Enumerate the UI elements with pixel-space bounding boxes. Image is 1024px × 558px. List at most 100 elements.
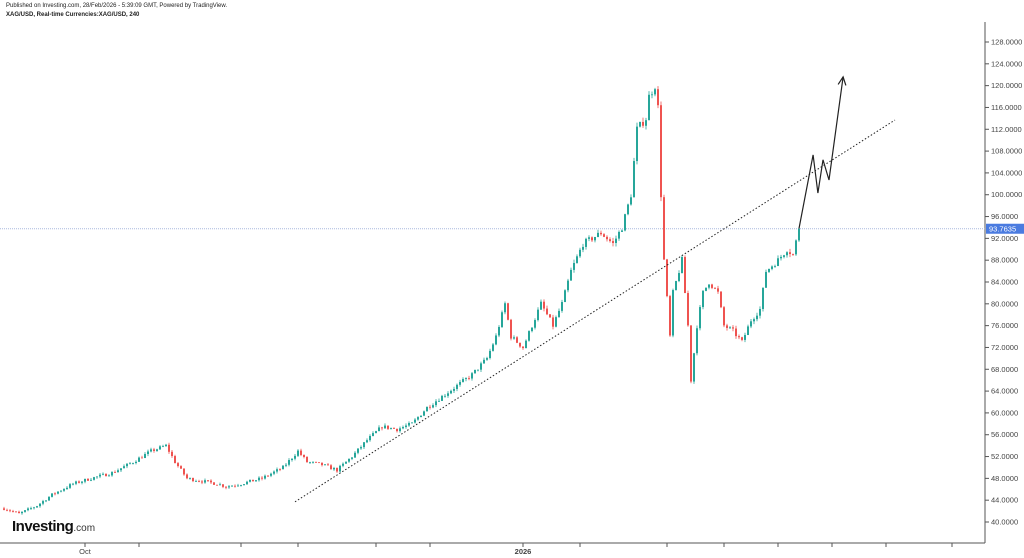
candle-body xyxy=(27,508,29,511)
candle-body xyxy=(747,326,749,336)
candle-body xyxy=(282,465,284,470)
candle-body xyxy=(489,350,491,359)
candle-body xyxy=(324,464,326,466)
candle-body xyxy=(564,290,566,303)
candle-body xyxy=(444,395,446,397)
y-tick-label: 48.0000 xyxy=(991,474,1018,483)
candle-body xyxy=(687,293,689,326)
candle-body xyxy=(213,482,215,485)
candle-body xyxy=(279,469,281,471)
y-tick-label: 56.0000 xyxy=(991,430,1018,439)
candle-body xyxy=(624,214,626,231)
candle-body xyxy=(699,307,701,329)
candle-body xyxy=(441,395,443,401)
candle-body xyxy=(69,484,71,488)
candle-body xyxy=(744,335,746,340)
candle-body xyxy=(141,457,143,459)
candle-body xyxy=(765,271,767,288)
candle-body xyxy=(192,478,194,482)
candle-body xyxy=(375,431,377,434)
candle-body xyxy=(513,337,515,339)
candle-body xyxy=(93,477,95,480)
y-tick-label: 84.0000 xyxy=(991,278,1018,287)
candle-body xyxy=(696,328,698,354)
candle-body xyxy=(144,454,146,459)
candle-body xyxy=(498,326,500,336)
candle-body xyxy=(150,449,152,452)
candle-body xyxy=(495,335,497,345)
candle-body xyxy=(120,468,122,471)
candle-body xyxy=(726,325,728,328)
candle-body xyxy=(396,428,398,432)
candle-body xyxy=(333,467,335,470)
candle-body xyxy=(510,319,512,339)
candle-body xyxy=(354,452,356,458)
candle-body xyxy=(327,464,329,466)
candle-body xyxy=(603,234,605,237)
candle-body xyxy=(159,446,161,450)
candle-body xyxy=(303,454,305,457)
candle-body xyxy=(387,425,389,429)
candle-body xyxy=(789,252,791,255)
candle-body xyxy=(675,281,677,291)
candle-body xyxy=(516,337,518,343)
candle-body xyxy=(780,256,782,259)
candle-body xyxy=(537,309,539,321)
candle-body xyxy=(459,381,461,385)
candle-body xyxy=(288,460,290,465)
candle-body xyxy=(672,290,674,336)
candle-body xyxy=(630,197,632,205)
candle-body xyxy=(663,197,665,260)
y-tick-label: 124.0000 xyxy=(991,59,1022,68)
candle-body xyxy=(471,373,473,379)
candle-body xyxy=(264,475,266,479)
candle-body xyxy=(12,511,14,512)
candle-body xyxy=(582,246,584,250)
candle-body xyxy=(705,287,707,291)
candle-body xyxy=(735,328,737,337)
y-tick-label: 120.0000 xyxy=(991,81,1022,90)
candle-body xyxy=(126,463,128,467)
candle-body xyxy=(72,483,74,485)
candle-body xyxy=(777,258,779,266)
candle-body xyxy=(597,232,599,237)
candle-body xyxy=(549,314,551,318)
candle-body xyxy=(570,269,572,281)
candle-body xyxy=(261,477,263,479)
candle-body xyxy=(369,435,371,441)
candle-body xyxy=(372,433,374,436)
candle-body xyxy=(714,287,716,289)
candle-body xyxy=(480,363,482,370)
candle-body xyxy=(366,440,368,443)
candle-body xyxy=(378,427,380,432)
candle-body xyxy=(258,477,260,481)
candle-body xyxy=(276,469,278,472)
candle-body xyxy=(81,481,83,483)
candle-body xyxy=(153,449,155,451)
candle-body xyxy=(666,259,668,297)
candle-body xyxy=(345,461,347,464)
candle-body xyxy=(357,448,359,453)
candle-body xyxy=(243,484,245,486)
candle-body xyxy=(360,447,362,449)
last-price-tag xyxy=(986,223,1024,234)
candle-body xyxy=(90,479,92,481)
candle-body xyxy=(312,461,314,463)
candle-body xyxy=(318,462,320,464)
candle-body xyxy=(222,484,224,487)
candle-body xyxy=(129,463,131,465)
candle-body xyxy=(165,444,167,447)
candle-body xyxy=(393,427,395,429)
y-tick-label: 108.0000 xyxy=(991,147,1022,156)
candle-body xyxy=(78,481,80,483)
candle-body xyxy=(45,500,47,502)
candle-body xyxy=(309,462,311,464)
candle-body xyxy=(336,467,338,472)
candle-body xyxy=(15,511,17,513)
candle-body xyxy=(75,481,77,484)
candle-body xyxy=(225,486,227,488)
candle-body xyxy=(546,308,548,315)
candle-body xyxy=(648,94,650,121)
y-tick-label: 112.0000 xyxy=(991,125,1022,134)
